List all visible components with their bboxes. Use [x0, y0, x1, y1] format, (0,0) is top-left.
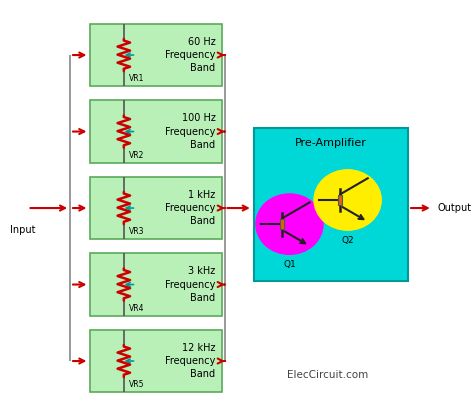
Circle shape — [256, 194, 323, 255]
FancyBboxPatch shape — [90, 100, 222, 163]
Text: 60 Hz
Frequency
Band: 60 Hz Frequency Band — [165, 37, 216, 73]
Text: Input: Input — [9, 225, 35, 235]
Text: Pre-Amplifier: Pre-Amplifier — [295, 138, 367, 147]
Text: VR2: VR2 — [129, 151, 145, 160]
FancyBboxPatch shape — [90, 24, 222, 86]
Text: ElecCircuit.com: ElecCircuit.com — [287, 370, 368, 380]
FancyBboxPatch shape — [338, 195, 342, 205]
Text: VR1: VR1 — [129, 74, 145, 83]
Text: Q2: Q2 — [341, 236, 354, 245]
Text: 12 kHz
Frequency
Band: 12 kHz Frequency Band — [165, 343, 216, 379]
FancyBboxPatch shape — [280, 219, 284, 229]
Text: 3 kHz
Frequency
Band: 3 kHz Frequency Band — [165, 266, 216, 303]
Text: VR3: VR3 — [129, 227, 145, 236]
Text: VR5: VR5 — [129, 380, 145, 389]
Text: 100 Hz
Frequency
Band: 100 Hz Frequency Band — [165, 114, 216, 150]
Circle shape — [314, 170, 381, 230]
Text: 1 kHz
Frequency
Band: 1 kHz Frequency Band — [165, 190, 216, 226]
FancyBboxPatch shape — [254, 128, 408, 280]
FancyBboxPatch shape — [90, 177, 222, 239]
FancyBboxPatch shape — [90, 253, 222, 316]
Text: Q1: Q1 — [283, 261, 296, 269]
Text: VR4: VR4 — [129, 304, 145, 313]
Text: Output: Output — [437, 203, 471, 213]
FancyBboxPatch shape — [90, 330, 222, 392]
